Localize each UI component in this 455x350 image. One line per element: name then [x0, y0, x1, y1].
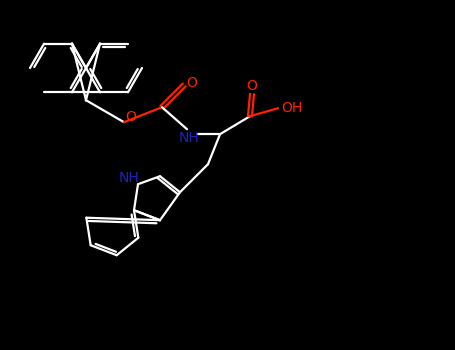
Text: O: O — [247, 79, 258, 93]
Text: NH: NH — [179, 131, 199, 145]
Text: O: O — [126, 110, 136, 124]
Text: O: O — [187, 76, 197, 90]
Text: NH: NH — [119, 171, 139, 185]
Text: OH: OH — [281, 101, 303, 115]
